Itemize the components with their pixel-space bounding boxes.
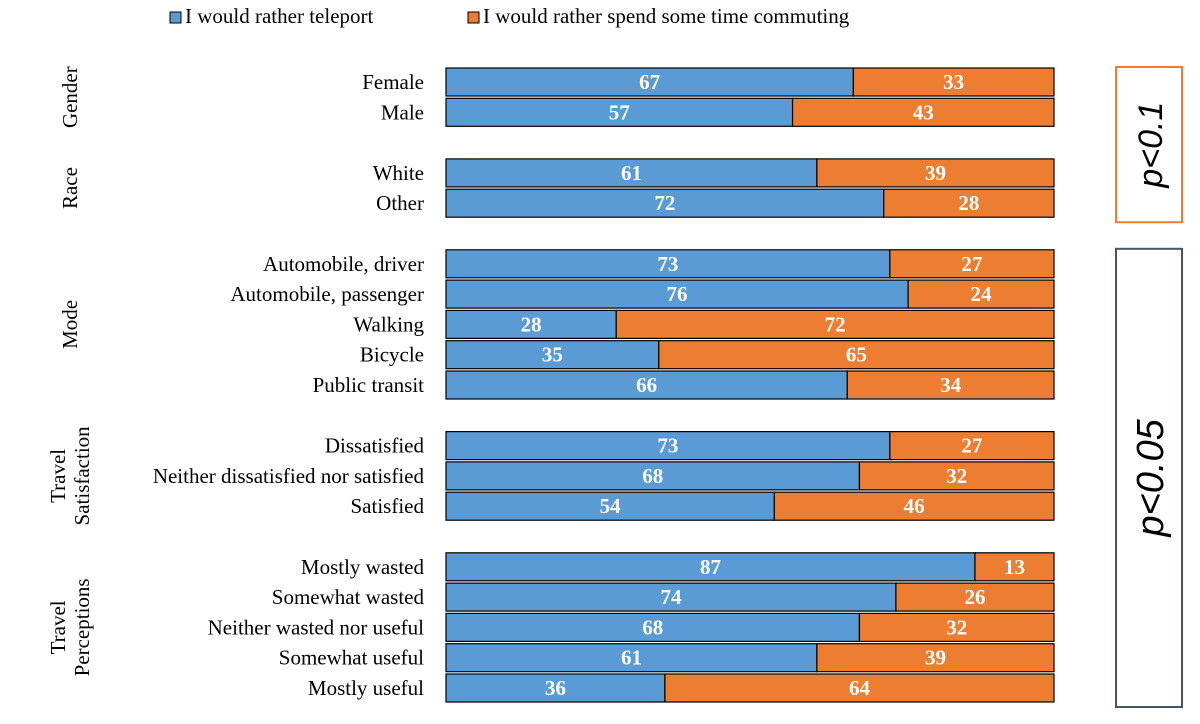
data-label: 54: [600, 494, 622, 518]
category-label: Female: [362, 70, 424, 94]
bar-segment-commuting: [664, 673, 1055, 703]
data-label: 24: [971, 282, 993, 306]
data-label: 76: [667, 282, 688, 306]
data-label: 61: [621, 646, 642, 670]
data-label: 74: [660, 585, 682, 609]
data-label: 66: [636, 373, 657, 397]
data-label: 73: [657, 434, 678, 458]
bar-segment-teleport: [445, 612, 861, 643]
category-label: Mostly useful: [308, 676, 424, 700]
group-label: Race: [58, 167, 82, 209]
category-label: Male: [381, 100, 424, 124]
category-label: Neither dissatisfied nor satisfied: [153, 464, 425, 488]
data-label: 36: [545, 676, 566, 700]
group-label: Travel: [46, 449, 70, 503]
category-label: Public transit: [313, 373, 425, 397]
significance-box-p01: [1115, 66, 1183, 224]
category-label: Neither wasted nor useful: [208, 615, 425, 639]
data-label: 43: [913, 100, 934, 124]
bar-segment-commuting: [858, 461, 1055, 491]
bar-segment-commuting: [858, 612, 1055, 643]
data-label: 73: [657, 252, 678, 276]
bar-segment-teleport: [445, 97, 794, 127]
data-label: 46: [904, 494, 925, 518]
data-label: 28: [958, 191, 979, 215]
bar-segment-commuting: [791, 97, 1055, 127]
data-label: 27: [961, 252, 982, 276]
group-label: Mode: [58, 300, 82, 349]
category-label: Automobile, passenger: [230, 282, 424, 306]
bar-segment-teleport: [445, 188, 885, 218]
bar-segment-commuting: [773, 491, 1055, 521]
bar-segment-teleport: [445, 552, 976, 582]
significance-label-p01: p<0.1: [1132, 102, 1170, 189]
data-label: 26: [964, 585, 985, 609]
data-label: 68: [642, 615, 663, 639]
bar-segment-commuting: [816, 643, 1055, 673]
bar-segment-commuting: [846, 370, 1055, 400]
data-label: 28: [521, 312, 542, 336]
bar-segment-teleport: [445, 461, 861, 491]
category-label: White: [373, 161, 424, 185]
legend-swatch-commuting: [467, 11, 480, 24]
bar-segment-commuting: [658, 340, 1055, 370]
bar-segment-teleport: [445, 582, 897, 612]
data-label: 68: [642, 464, 663, 488]
data-label: 39: [925, 161, 946, 185]
bar-segment-commuting: [615, 309, 1055, 339]
group-label: Satisfaction: [70, 426, 94, 526]
data-label: 72: [654, 191, 675, 215]
bar-segment-commuting: [889, 431, 1055, 461]
legend-label-teleport: I would rather teleport: [185, 4, 374, 28]
significance-label-p005: p<0.05: [1130, 418, 1172, 537]
bar-segment-commuting: [907, 279, 1055, 309]
data-label: 39: [925, 646, 946, 670]
bar-segment-commuting: [816, 158, 1055, 188]
category-label: Dissatisfied: [325, 434, 425, 458]
data-label: 87: [700, 555, 721, 579]
bar-segment-teleport: [445, 431, 891, 461]
bar-segment-teleport: [445, 491, 775, 521]
group-label: Perceptions: [70, 578, 94, 676]
significance-box-p005: [1115, 247, 1183, 709]
category-label: Somewhat useful: [279, 646, 424, 670]
group-label: Travel: [46, 600, 70, 654]
bar-segment-teleport: [445, 67, 854, 97]
bar-segment-teleport: [445, 370, 848, 400]
category-label: Mostly wasted: [301, 555, 425, 579]
bar-segment-teleport: [445, 158, 818, 188]
bar-segment-commuting: [895, 582, 1055, 612]
data-label: 13: [1004, 555, 1025, 579]
bar-segment-teleport: [445, 643, 818, 673]
category-label: Automobile, driver: [263, 252, 424, 276]
data-label: 35: [542, 343, 563, 367]
data-label: 64: [849, 676, 871, 700]
bar-segment-commuting: [883, 188, 1055, 218]
data-label: 32: [946, 464, 967, 488]
data-label: 33: [943, 70, 964, 94]
category-label: Other: [376, 191, 424, 215]
bar-segment-commuting: [889, 249, 1055, 279]
bar-segment-commuting: [852, 67, 1055, 97]
data-label: 72: [825, 312, 846, 336]
category-label: Satisfied: [351, 494, 425, 518]
data-label: 27: [961, 434, 982, 458]
data-label: 57: [609, 100, 630, 124]
category-label: Bicycle: [360, 343, 424, 367]
data-label: 65: [846, 343, 867, 367]
legend-swatch-teleport: [169, 11, 182, 24]
bar-segment-teleport: [445, 309, 617, 339]
legend-label-commuting: I would rather spend some time commuting: [483, 4, 850, 28]
bar-segment-teleport: [445, 249, 891, 279]
data-label: 67: [639, 70, 660, 94]
bar-segment-commuting: [974, 552, 1055, 582]
category-label: Walking: [353, 312, 424, 336]
data-label: 61: [621, 161, 642, 185]
group-label: Gender: [58, 66, 82, 128]
category-label: Somewhat wasted: [272, 585, 425, 609]
data-label: 32: [946, 615, 967, 639]
data-label: 34: [940, 373, 962, 397]
